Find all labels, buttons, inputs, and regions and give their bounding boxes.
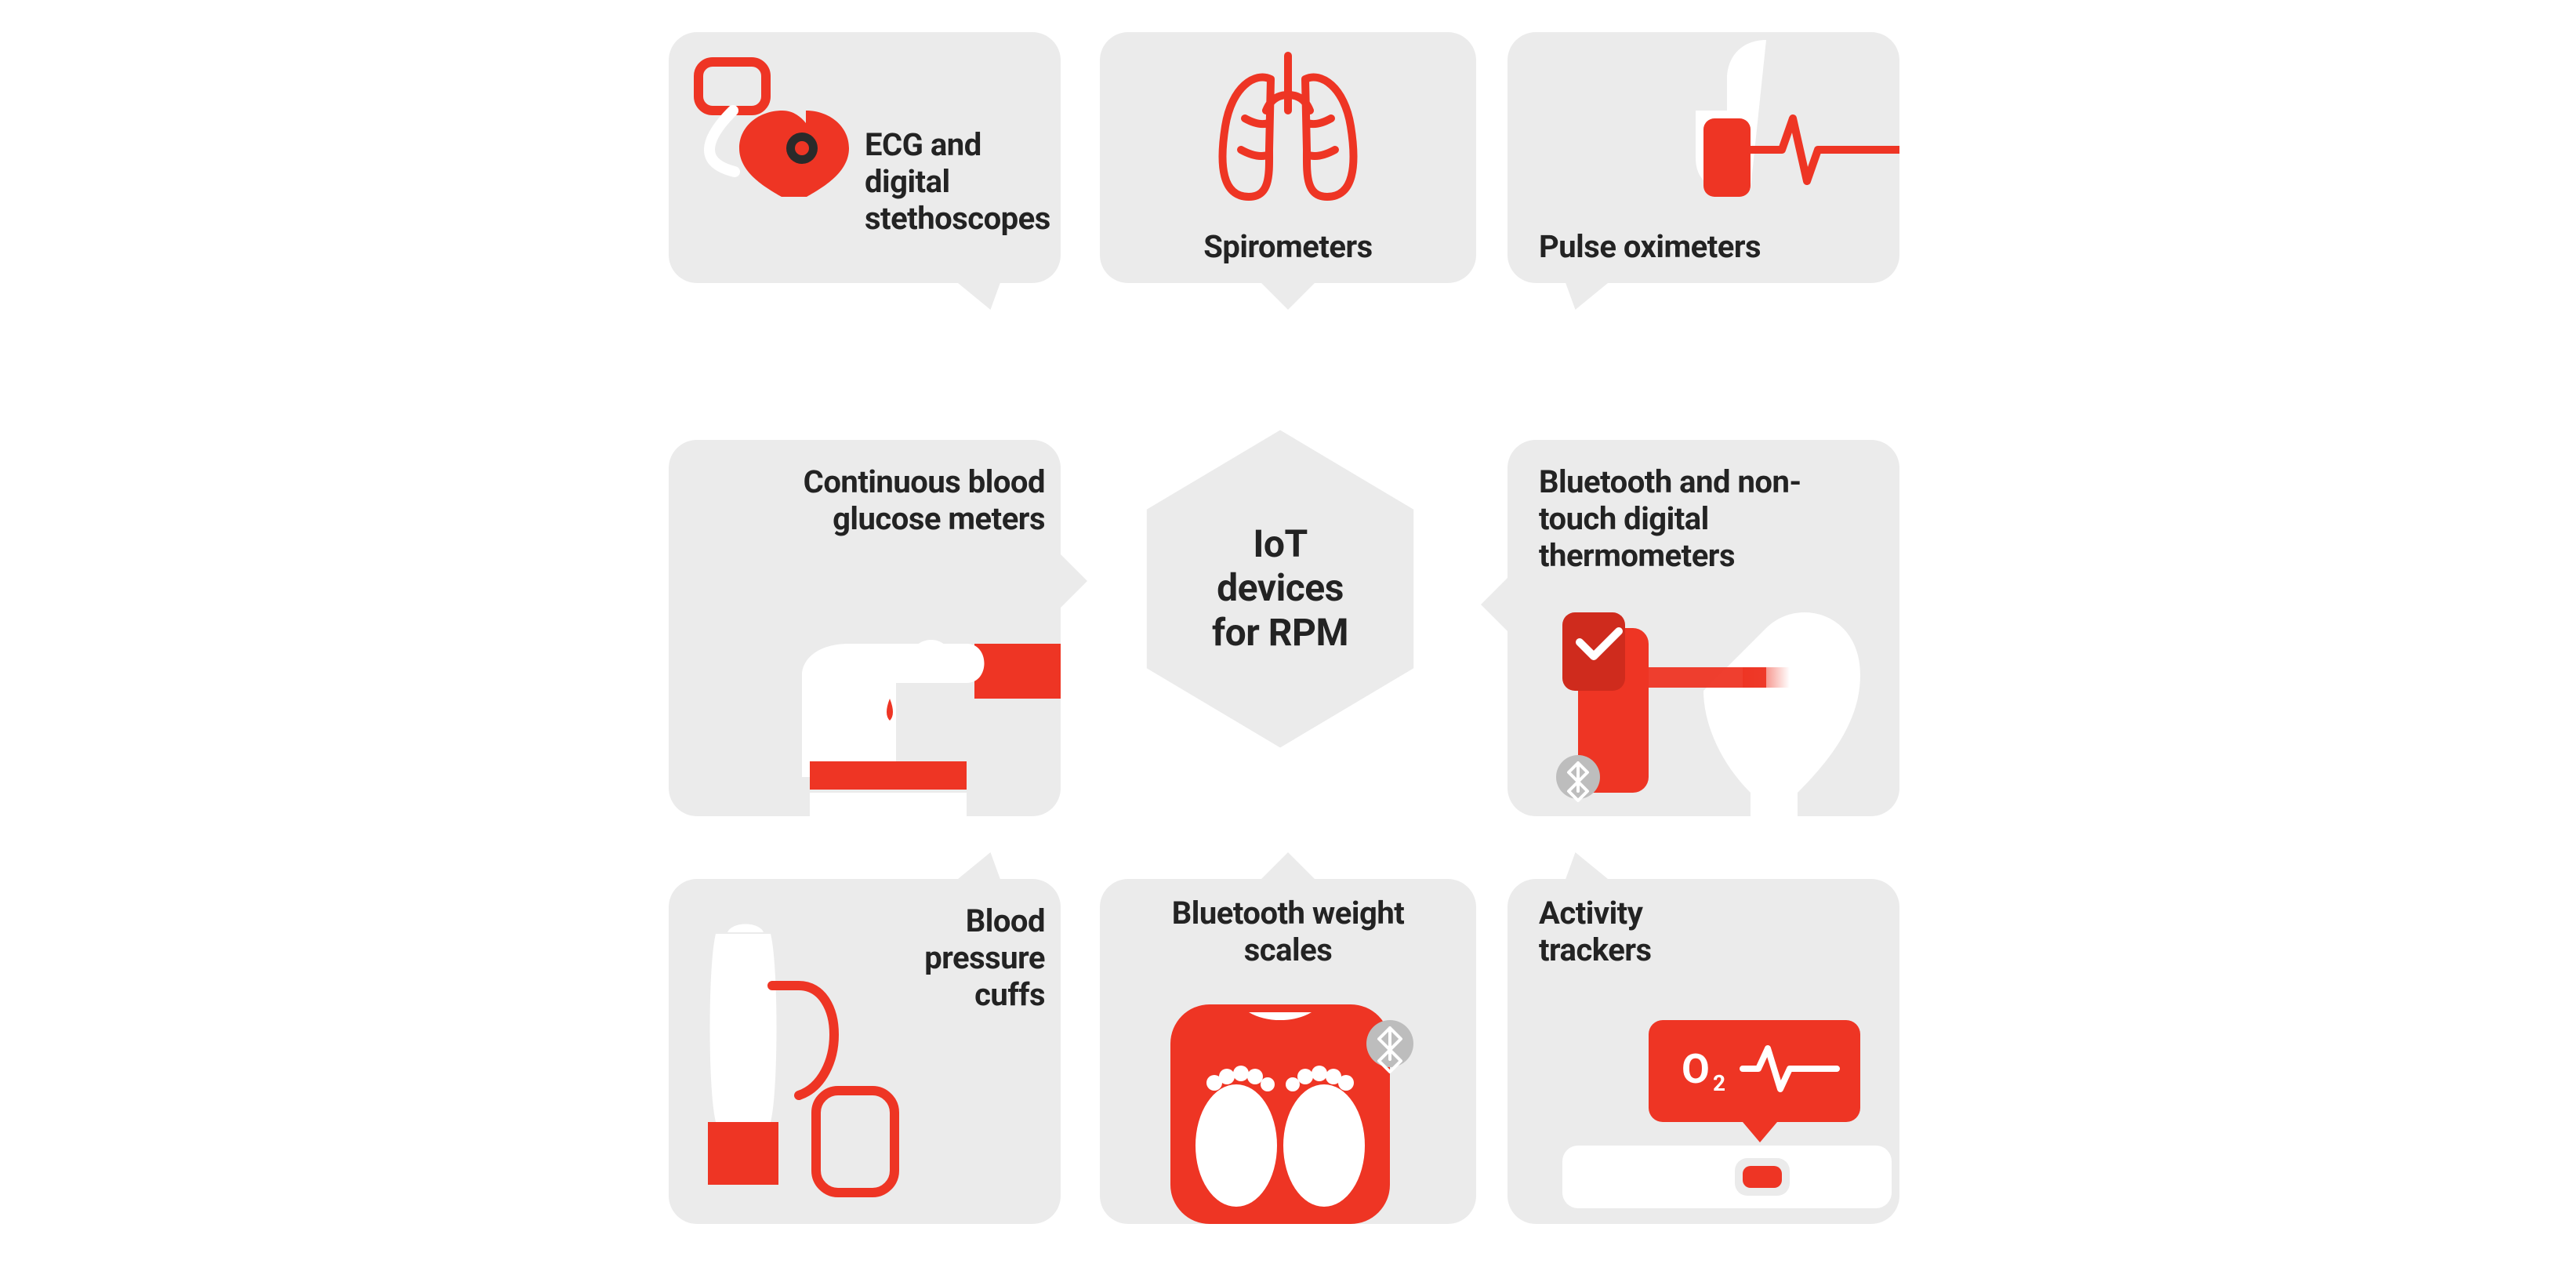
tail-pulse-ox	[1565, 281, 1620, 310]
glucose-icon	[669, 440, 1061, 816]
card-glucose: Continuous blood glucose meters	[669, 440, 1061, 816]
thermo-icon	[1508, 440, 1899, 816]
pulseox-icon	[1508, 32, 1899, 283]
svg-text:O: O	[1682, 1045, 1710, 1093]
tail-glucose	[1059, 553, 1087, 609]
lungs-icon	[1100, 32, 1476, 283]
tracker-icon: O 2	[1508, 879, 1899, 1224]
bp-icon	[669, 879, 1061, 1224]
scales-icon	[1100, 879, 1476, 1224]
card-scales: Bluetooth weight scales	[1100, 879, 1476, 1224]
card-spirometers: Spirometers	[1100, 32, 1476, 283]
card-activity: Activity trackers O 2	[1508, 879, 1899, 1224]
card-thermometer: Bluetooth and non-touch digital thermome…	[1508, 440, 1899, 816]
tail-spirometers	[1260, 281, 1316, 310]
svg-text:2: 2	[1713, 1070, 1725, 1096]
center-title: IoT devices for RPM	[1212, 522, 1348, 655]
tail-thermometer	[1481, 576, 1509, 633]
tail-scales	[1260, 852, 1316, 881]
card-bp: Blood pressure cuffs	[669, 879, 1061, 1224]
card-ecg: ECG and digital stethoscopes	[669, 32, 1061, 283]
center-hexagon: IoT devices for RPM	[1135, 424, 1425, 754]
tail-ecg	[945, 281, 1000, 310]
card-pulse-ox: Pulse oximeters	[1508, 32, 1899, 283]
tail-activity	[1565, 852, 1620, 881]
tail-bp	[945, 852, 1000, 881]
ecg-icon	[669, 32, 1061, 283]
